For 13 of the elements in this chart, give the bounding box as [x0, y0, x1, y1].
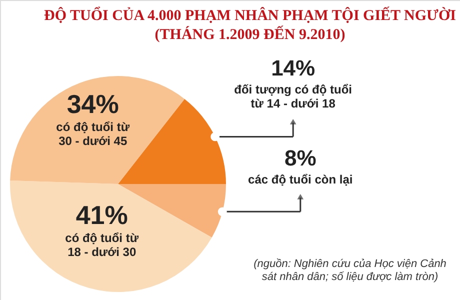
chart-title: ĐỘ TUỔI CỦA 4.000 PHẠM NHÂN PHẠM TỘI GIẾT NGƯỜI	[44, 6, 456, 24]
pie-slice	[10, 76, 185, 184]
data-label: 34%	[66, 89, 119, 120]
slice-label: đối tượng có độ tuổi từ 14 - dưới 18	[234, 82, 352, 111]
pie-slice	[10, 180, 212, 292]
chart-subtitle: (THÁNG 1.2009 ĐẾN 9.2010)	[154, 25, 346, 43]
data-label: 8%	[284, 146, 316, 171]
data-label: 14%	[271, 56, 316, 81]
slice-label: các độ tuổi còn lại	[248, 172, 353, 187]
data-label: 41%	[76, 200, 128, 230]
slice-label: có độ tuổi từ 30 - dưới 45	[56, 120, 130, 148]
slice-label: có độ tuổi từ 18 - dưới 30	[65, 231, 139, 260]
text: (nguồn: Nghiên cứu của Học viện Cảnh sát nhân dân; số liệu được làm tròn)	[254, 258, 446, 283]
